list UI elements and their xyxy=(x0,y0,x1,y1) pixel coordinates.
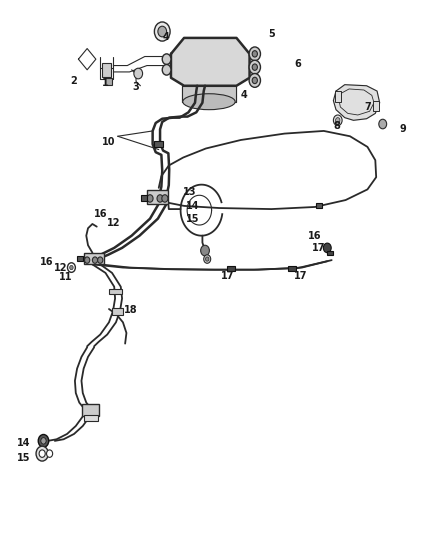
Circle shape xyxy=(323,243,331,253)
Text: 10: 10 xyxy=(102,136,116,147)
Text: 17: 17 xyxy=(312,243,325,253)
Text: 3: 3 xyxy=(133,82,139,92)
Bar xyxy=(153,141,163,148)
Ellipse shape xyxy=(183,94,235,110)
Circle shape xyxy=(67,263,75,272)
Text: 16: 16 xyxy=(40,257,54,267)
Bar xyxy=(77,256,83,261)
Bar xyxy=(327,251,333,255)
Text: 12: 12 xyxy=(106,218,120,228)
Bar xyxy=(84,415,98,421)
Bar xyxy=(109,289,122,294)
Circle shape xyxy=(158,26,166,37)
Circle shape xyxy=(70,265,73,270)
Circle shape xyxy=(249,74,261,87)
Polygon shape xyxy=(333,85,380,120)
Bar xyxy=(316,203,322,208)
Circle shape xyxy=(162,54,171,64)
Circle shape xyxy=(249,60,261,74)
Text: 12: 12 xyxy=(54,263,68,272)
Polygon shape xyxy=(171,38,250,86)
Circle shape xyxy=(39,450,45,457)
Circle shape xyxy=(252,64,258,70)
Text: 14: 14 xyxy=(186,201,200,211)
Circle shape xyxy=(379,119,387,129)
Circle shape xyxy=(162,64,171,75)
Text: 5: 5 xyxy=(268,29,275,39)
Bar xyxy=(106,78,112,85)
Text: 16: 16 xyxy=(308,231,322,241)
Circle shape xyxy=(36,446,48,461)
Text: 4: 4 xyxy=(162,32,169,42)
Circle shape xyxy=(333,115,342,126)
Circle shape xyxy=(98,257,103,263)
Circle shape xyxy=(46,450,53,457)
Text: 1: 1 xyxy=(102,78,109,88)
Text: 2: 2 xyxy=(71,77,78,86)
Text: 17: 17 xyxy=(294,271,308,281)
Circle shape xyxy=(252,51,258,57)
Circle shape xyxy=(336,118,340,123)
Bar xyxy=(335,91,341,102)
Bar xyxy=(373,101,379,111)
Text: 7: 7 xyxy=(364,102,371,112)
Circle shape xyxy=(249,47,261,61)
Circle shape xyxy=(204,255,211,263)
Circle shape xyxy=(252,77,258,84)
Circle shape xyxy=(157,195,163,202)
Bar xyxy=(147,190,168,204)
Circle shape xyxy=(154,22,170,41)
Circle shape xyxy=(201,245,209,256)
Circle shape xyxy=(38,434,49,447)
Circle shape xyxy=(162,195,168,202)
Text: 13: 13 xyxy=(183,187,196,197)
Bar xyxy=(288,266,296,271)
Polygon shape xyxy=(182,86,237,102)
Text: 4: 4 xyxy=(241,90,248,100)
Circle shape xyxy=(147,195,153,202)
Circle shape xyxy=(41,438,46,444)
Text: 8: 8 xyxy=(333,120,340,131)
Circle shape xyxy=(85,257,90,263)
Bar xyxy=(141,195,147,200)
Bar xyxy=(227,266,235,271)
Circle shape xyxy=(205,257,209,261)
Text: 17: 17 xyxy=(221,271,234,281)
Bar xyxy=(102,63,111,77)
Text: 6: 6 xyxy=(294,60,301,69)
Text: 11: 11 xyxy=(59,272,72,282)
Bar xyxy=(84,253,104,264)
Text: 9: 9 xyxy=(399,124,406,134)
Circle shape xyxy=(92,257,98,263)
Text: 16: 16 xyxy=(93,209,107,220)
Text: 14: 14 xyxy=(17,438,30,448)
Text: 15: 15 xyxy=(186,214,200,224)
Bar xyxy=(82,403,99,416)
Circle shape xyxy=(134,68,143,79)
Bar xyxy=(112,308,123,316)
Text: 18: 18 xyxy=(124,305,138,315)
Text: 15: 15 xyxy=(17,453,30,463)
